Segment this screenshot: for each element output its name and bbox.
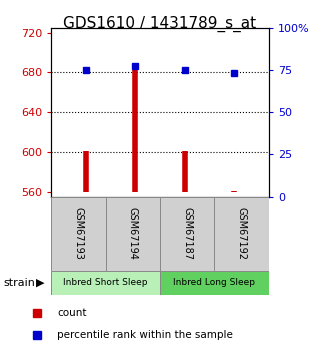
Text: Inbred Short Sleep: Inbred Short Sleep [63,278,148,287]
Bar [214,197,269,271]
Text: percentile rank within the sample: percentile rank within the sample [57,330,233,340]
Text: GDS1610 / 1431789_s_at: GDS1610 / 1431789_s_at [63,16,257,32]
Text: ▶: ▶ [36,278,44,288]
Bar [51,197,106,271]
Bar [106,197,160,271]
Text: GSM67193: GSM67193 [73,207,84,260]
Text: GSM67192: GSM67192 [236,207,247,260]
Text: Inbred Long Sleep: Inbred Long Sleep [173,278,255,287]
Text: strain: strain [3,278,35,288]
Bar [51,271,160,295]
Text: GSM67187: GSM67187 [182,207,192,260]
Bar [160,197,214,271]
Text: count: count [57,308,87,318]
Bar [160,271,269,295]
Text: GSM67194: GSM67194 [128,207,138,260]
